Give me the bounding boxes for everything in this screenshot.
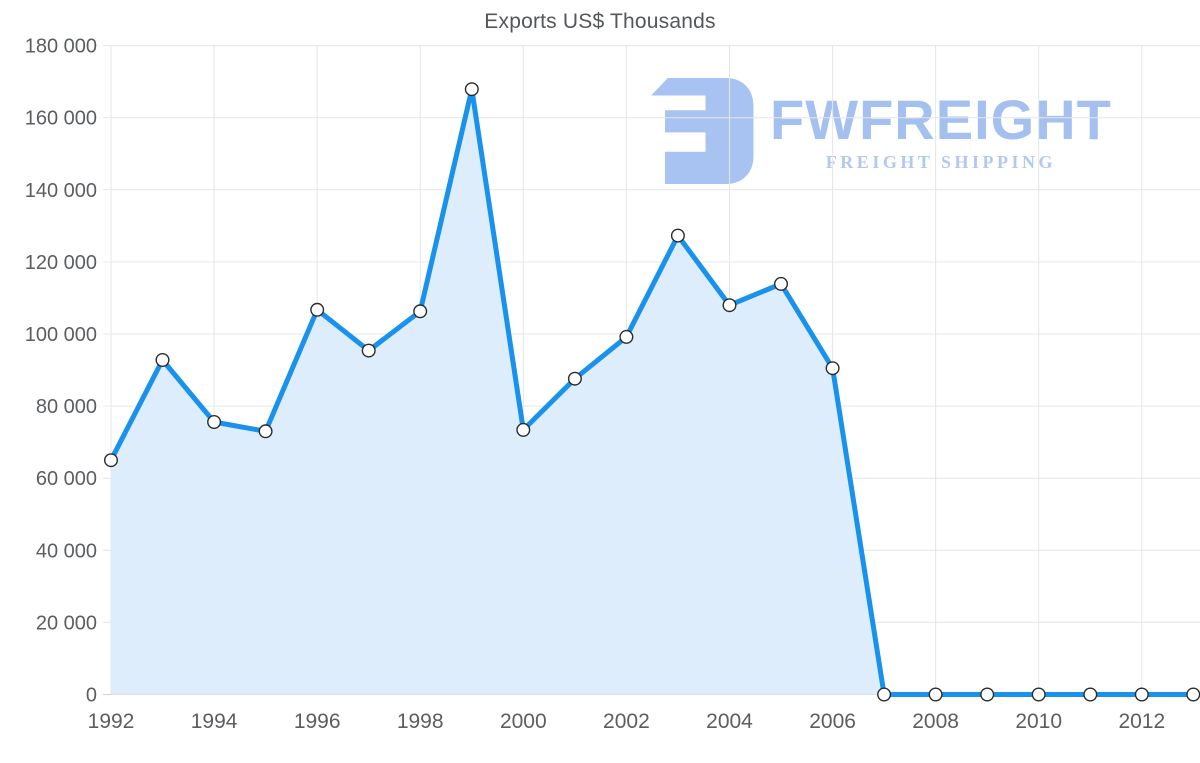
data-point-1997[interactable] bbox=[361, 343, 376, 358]
area-fill bbox=[111, 89, 1194, 695]
x-axis-label: 1998 bbox=[397, 710, 444, 733]
x-axis-label: 2008 bbox=[912, 710, 959, 733]
x-axis-label: 1992 bbox=[88, 710, 135, 733]
data-point-2002[interactable] bbox=[619, 329, 634, 344]
x-axis-label: 2002 bbox=[603, 710, 650, 733]
data-point-2003[interactable] bbox=[670, 228, 685, 243]
data-point-2000[interactable] bbox=[516, 422, 531, 437]
data-point-2009[interactable] bbox=[980, 687, 995, 702]
y-axis-label: 20 000 bbox=[36, 612, 97, 634]
fwfreight-logo: FWFREIGHT FREIGHT SHIPPING bbox=[646, 66, 1112, 184]
data-point-2004[interactable] bbox=[722, 298, 737, 313]
data-point-2008[interactable] bbox=[928, 687, 943, 702]
x-axis-label: 2000 bbox=[500, 710, 547, 733]
data-point-2013[interactable] bbox=[1186, 687, 1200, 702]
logo-wordmark: FWFREIGHT bbox=[770, 88, 1112, 151]
y-axis-label: 80 000 bbox=[36, 396, 97, 418]
data-point-1996[interactable] bbox=[310, 302, 325, 317]
y-axis-label: 160 000 bbox=[25, 108, 97, 130]
x-axis-label: 2012 bbox=[1118, 710, 1165, 733]
data-point-1993[interactable] bbox=[155, 353, 170, 368]
y-axis-label: 0 bbox=[86, 685, 97, 707]
data-point-1994[interactable] bbox=[207, 415, 222, 430]
y-axis-label: 120 000 bbox=[25, 252, 97, 274]
chart-title: Exports US$ Thousands bbox=[484, 10, 716, 33]
data-point-2010[interactable] bbox=[1031, 687, 1046, 702]
data-point-1992[interactable] bbox=[103, 453, 118, 468]
x-axis-label: 1996 bbox=[294, 710, 341, 733]
data-point-2011[interactable] bbox=[1083, 687, 1098, 702]
data-point-2005[interactable] bbox=[774, 276, 789, 291]
y-axis-label: 180 000 bbox=[25, 36, 97, 58]
logo-tagline: FREIGHT SHIPPING bbox=[825, 152, 1057, 172]
x-axis-label: 2004 bbox=[706, 710, 753, 733]
y-axis-label: 40 000 bbox=[36, 540, 97, 562]
fwfreight-logo-text: FWFREIGHT FREIGHT SHIPPING bbox=[770, 88, 1112, 173]
data-point-2001[interactable] bbox=[567, 371, 582, 386]
data-point-2012[interactable] bbox=[1134, 687, 1149, 702]
x-axis-label: 2010 bbox=[1015, 710, 1062, 733]
x-axis-label: 2006 bbox=[809, 710, 856, 733]
y-axis-label: 100 000 bbox=[25, 324, 97, 346]
x-axis-label: 1994 bbox=[191, 710, 238, 733]
y-axis-label: 140 000 bbox=[25, 180, 97, 202]
data-point-1999[interactable] bbox=[464, 82, 479, 97]
fwfreight-logo-icon bbox=[651, 77, 754, 184]
data-point-1998[interactable] bbox=[413, 304, 428, 319]
series-line bbox=[108, 86, 1196, 697]
data-point-1995[interactable] bbox=[258, 424, 273, 439]
y-axis-label: 60 000 bbox=[36, 468, 97, 490]
data-point-2007[interactable] bbox=[877, 687, 892, 702]
data-point-2006[interactable] bbox=[825, 361, 840, 376]
